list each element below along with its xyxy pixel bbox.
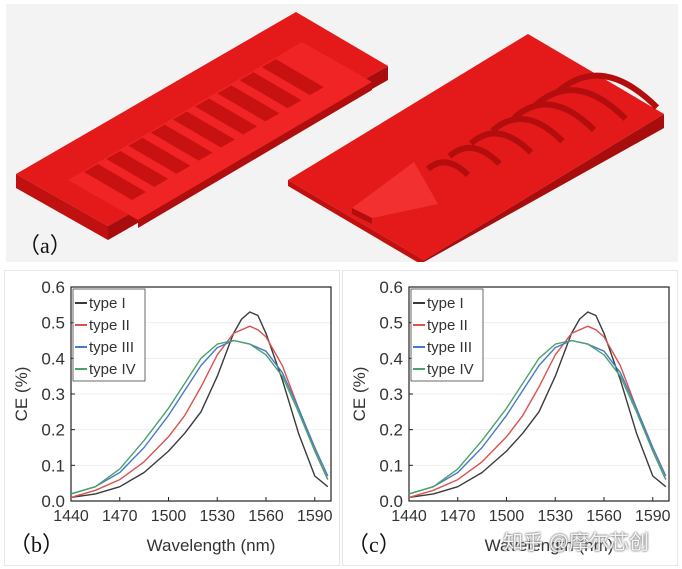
y-axis-label: CE (%) xyxy=(350,367,369,422)
watermark-text: 知乎 @摩尔芯创 xyxy=(503,532,649,554)
legend-label: type II xyxy=(89,317,130,334)
series-line-type-iii xyxy=(70,339,329,495)
x-axis-label: Wavelength (nm) xyxy=(147,536,276,555)
y-tick-label: 0.6 xyxy=(41,278,65,297)
grating-groove xyxy=(84,164,146,200)
series-line-type-iv xyxy=(70,339,329,495)
y-tick-label: 0.5 xyxy=(41,314,65,333)
chart-c-svg: 0.0 0.1 0.2 0.3 0.4 0.5 0.6 1440 1470 1500 1530 156… xyxy=(350,278,671,555)
x-axis-label: Wavelength (nm) xyxy=(485,536,614,555)
grating-groove xyxy=(261,59,324,96)
y-tick-label: 0.3 xyxy=(41,385,65,404)
legend-label: type IV xyxy=(89,361,136,378)
y-tick-label: 0.6 xyxy=(379,278,403,297)
y-tick-label: 0.5 xyxy=(379,314,403,333)
panel-b-label: （b） xyxy=(9,532,65,557)
y-tick-label: 0.3 xyxy=(379,385,403,404)
legend-box xyxy=(410,288,484,382)
legend-label: type III xyxy=(89,339,134,356)
grating-groove xyxy=(172,111,235,148)
panel-c-chart: 0.0 0.1 0.2 0.3 0.4 0.5 0.6 1440 1470 1500 1530 156… xyxy=(342,270,678,566)
grating-groove xyxy=(217,85,280,122)
panel-c-label: （c） xyxy=(347,532,401,557)
y-tick-label: 0.4 xyxy=(379,349,403,368)
curved-groove xyxy=(469,130,534,155)
y-tick-label: 0.2 xyxy=(379,421,403,440)
chart-b-svg: 0.0 0.1 0.2 0.3 0.4 0.5 0.6 1440 1470 1500 1530 156… xyxy=(12,278,333,555)
x-tick-label: 1590 xyxy=(635,508,671,525)
curved-groove xyxy=(490,115,565,144)
x-tick-label: 1590 xyxy=(297,508,333,525)
series-line-type-iv xyxy=(408,339,667,495)
y-tick-label: 0.1 xyxy=(379,456,403,475)
x-tick-label: 1440 xyxy=(391,508,427,525)
curved-groove xyxy=(533,87,628,121)
grating-groove xyxy=(239,72,302,109)
y-axis-label: CE (%) xyxy=(12,367,31,422)
x-tick-label: 1500 xyxy=(151,508,187,525)
legend-label: type III xyxy=(427,339,472,356)
y-tick-label: 0.0 xyxy=(379,492,403,511)
x-tick-label: 1470 xyxy=(440,508,476,525)
y-tick-label: 0.1 xyxy=(41,456,65,475)
panel-a-renderings: （a） xyxy=(6,4,678,262)
grating-models-illustration xyxy=(16,12,664,262)
curved-groove xyxy=(512,101,597,133)
curved-groove xyxy=(426,159,471,178)
x-tick-label: 1440 xyxy=(53,508,89,525)
panel-a-label: （a） xyxy=(18,233,72,258)
curved-groove xyxy=(447,144,502,166)
y-tick-label: 0.2 xyxy=(41,421,65,440)
x-tick-label: 1560 xyxy=(586,508,622,525)
legend-label: type I xyxy=(89,295,126,312)
x-tick-label: 1530 xyxy=(199,508,235,525)
legend-label: type IV xyxy=(427,361,474,378)
y-tick-label: 0.0 xyxy=(41,492,65,511)
x-tick-label: 1500 xyxy=(489,508,525,525)
series-line-type-iii xyxy=(408,339,667,495)
grating-groove xyxy=(150,124,213,161)
grating-groove xyxy=(106,150,169,187)
legend-label: type I xyxy=(427,295,464,312)
legend-box xyxy=(72,288,146,382)
grating-groove xyxy=(195,98,258,135)
legend-label: type II xyxy=(427,317,468,334)
grating-grooves-focusing xyxy=(426,72,660,178)
x-tick-label: 1470 xyxy=(102,508,138,525)
y-tick-label: 0.4 xyxy=(41,349,65,368)
grating-grooves-straight xyxy=(84,59,324,200)
curved-groove xyxy=(555,72,660,110)
grating-groove xyxy=(128,137,191,174)
x-tick-label: 1530 xyxy=(537,508,573,525)
x-tick-label: 1560 xyxy=(248,508,284,525)
panel-b-chart: 0.0 0.1 0.2 0.3 0.4 0.5 0.6 1440 1470 1500 1530 156… xyxy=(4,270,340,566)
